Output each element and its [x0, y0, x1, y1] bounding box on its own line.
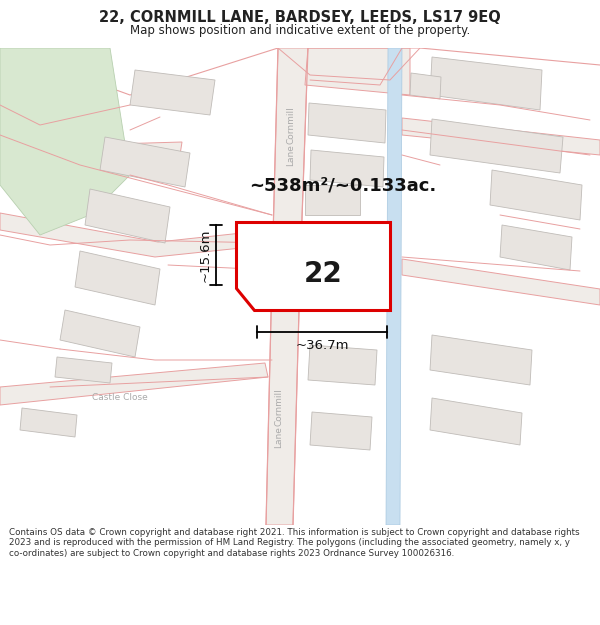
Polygon shape — [236, 222, 390, 310]
Polygon shape — [490, 170, 582, 220]
Text: ~538m²/~0.133ac.: ~538m²/~0.133ac. — [250, 176, 437, 194]
Polygon shape — [310, 412, 372, 450]
Polygon shape — [430, 335, 532, 385]
Polygon shape — [402, 118, 600, 155]
Polygon shape — [272, 48, 308, 275]
Polygon shape — [430, 398, 522, 445]
Polygon shape — [60, 310, 140, 357]
Polygon shape — [305, 185, 360, 215]
Polygon shape — [20, 408, 77, 437]
Text: 22, CORNMILL LANE, BARDSEY, LEEDS, LS17 9EQ: 22, CORNMILL LANE, BARDSEY, LEEDS, LS17 … — [99, 9, 501, 24]
Text: 22: 22 — [304, 260, 343, 288]
Polygon shape — [386, 48, 402, 525]
Polygon shape — [85, 189, 170, 243]
Polygon shape — [0, 119, 182, 160]
Polygon shape — [130, 70, 215, 115]
Polygon shape — [55, 357, 112, 383]
Polygon shape — [75, 251, 160, 305]
Polygon shape — [0, 48, 600, 525]
Text: Lane: Lane — [275, 426, 284, 448]
Polygon shape — [308, 103, 386, 143]
Polygon shape — [0, 363, 268, 405]
Polygon shape — [100, 137, 190, 187]
Text: Lane: Lane — [287, 144, 296, 166]
Polygon shape — [0, 213, 270, 257]
Polygon shape — [305, 48, 410, 95]
Text: Cornmill: Cornmill — [287, 106, 296, 144]
Polygon shape — [310, 150, 384, 187]
Polygon shape — [430, 119, 563, 173]
Polygon shape — [500, 225, 572, 270]
Polygon shape — [266, 275, 300, 525]
Text: Cornmill: Cornmill — [275, 388, 284, 426]
Text: ~15.6m: ~15.6m — [199, 228, 212, 282]
Text: Contains OS data © Crown copyright and database right 2021. This information is : Contains OS data © Crown copyright and d… — [9, 528, 580, 558]
Text: Map shows position and indicative extent of the property.: Map shows position and indicative extent… — [130, 24, 470, 38]
Text: Castle Close: Castle Close — [92, 392, 148, 401]
Polygon shape — [410, 73, 441, 99]
Polygon shape — [402, 259, 600, 305]
Polygon shape — [430, 57, 542, 110]
Polygon shape — [0, 48, 130, 235]
Text: ~36.7m: ~36.7m — [295, 339, 349, 352]
Polygon shape — [308, 345, 377, 385]
